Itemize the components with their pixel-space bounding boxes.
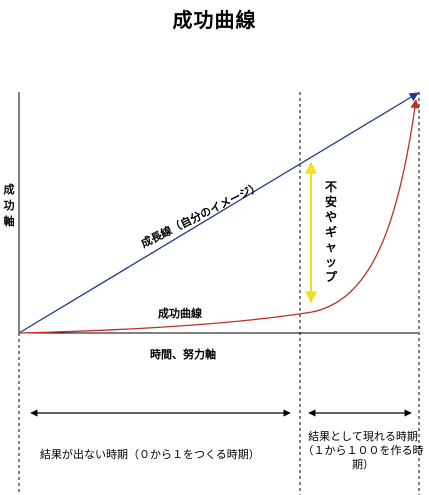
y-axis-label: 成功軸: [3, 183, 15, 228]
diagram-title: 成功曲線: [172, 8, 257, 32]
gap-label: 不安やギャップ: [324, 180, 337, 284]
phase2-label-line2: （１から１００を作る時期）: [302, 444, 424, 471]
phase2-label-line1: 結果として現れる時期: [308, 430, 418, 443]
phase1-label: 結果が出ない時期（０から１をつくる時期）: [40, 448, 260, 461]
ideal-growth-line: [18, 92, 419, 334]
phase2-label: 結果として現れる時期 （１から１００を作る時期）: [302, 430, 424, 472]
success-curve: [18, 99, 420, 334]
success-curve-label: 成功曲線: [158, 307, 202, 320]
x-axis-label: 時間、努力軸: [150, 348, 216, 361]
